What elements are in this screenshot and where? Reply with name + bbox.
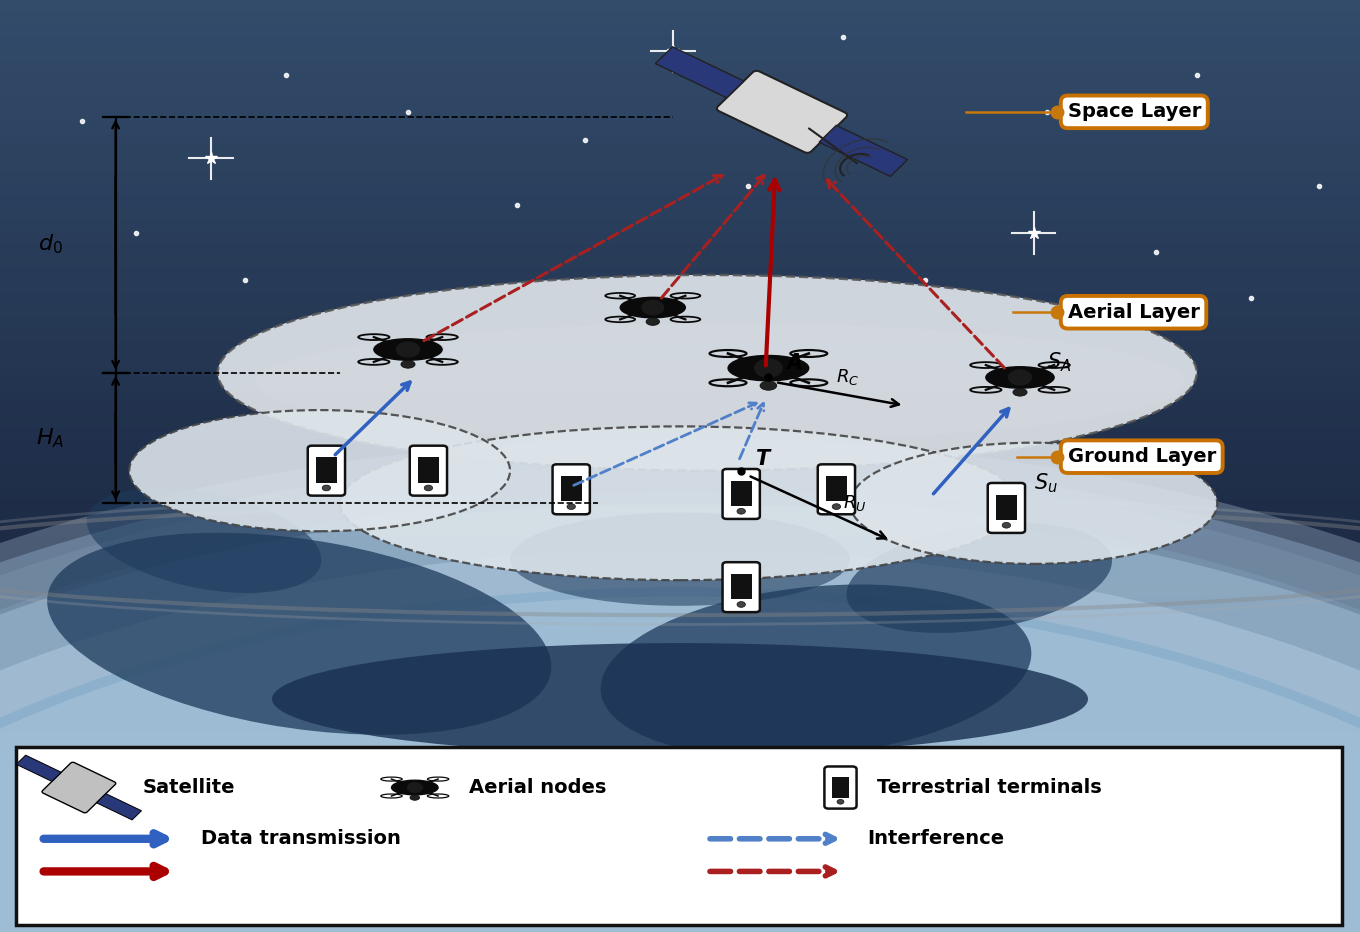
Bar <box>730 574 752 599</box>
Text: Ground Layer: Ground Layer <box>1068 447 1216 466</box>
Ellipse shape <box>129 410 510 531</box>
FancyBboxPatch shape <box>819 126 907 176</box>
Text: $\boldsymbol{R_C}$: $\boldsymbol{R_C}$ <box>836 367 860 387</box>
Ellipse shape <box>0 438 1360 932</box>
Text: $H_A$: $H_A$ <box>37 426 64 450</box>
Circle shape <box>407 782 423 793</box>
Circle shape <box>753 358 783 378</box>
Bar <box>316 458 337 483</box>
Circle shape <box>424 485 432 491</box>
Ellipse shape <box>0 457 1360 932</box>
Text: $\boldsymbol{A}$: $\boldsymbol{A}$ <box>785 353 802 373</box>
Bar <box>16 755 61 781</box>
Bar <box>560 476 582 501</box>
FancyBboxPatch shape <box>552 464 590 514</box>
Ellipse shape <box>846 523 1112 633</box>
Ellipse shape <box>0 503 1360 932</box>
Ellipse shape <box>340 427 1020 580</box>
Ellipse shape <box>272 643 1088 755</box>
Text: $\boldsymbol{T}$: $\boldsymbol{T}$ <box>755 449 772 469</box>
Ellipse shape <box>620 297 685 318</box>
Text: $\boldsymbol{S_u}$: $\boldsymbol{S_u}$ <box>1034 472 1058 495</box>
Bar <box>832 776 849 798</box>
Circle shape <box>1002 522 1010 528</box>
Ellipse shape <box>374 339 442 360</box>
FancyBboxPatch shape <box>722 469 760 519</box>
Bar <box>996 495 1017 520</box>
Text: Aerial Layer: Aerial Layer <box>1068 303 1200 322</box>
FancyBboxPatch shape <box>817 464 855 514</box>
FancyBboxPatch shape <box>307 445 345 496</box>
Text: Aerial nodes: Aerial nodes <box>469 778 607 797</box>
Ellipse shape <box>218 275 1197 471</box>
Ellipse shape <box>48 533 551 734</box>
Text: $\boldsymbol{R_U}$: $\boldsymbol{R_U}$ <box>843 493 866 513</box>
Ellipse shape <box>256 323 1186 441</box>
Text: Terrestrial terminals: Terrestrial terminals <box>877 778 1102 797</box>
Circle shape <box>567 503 575 510</box>
Ellipse shape <box>1013 389 1027 396</box>
Text: $\boldsymbol{S_A}$: $\boldsymbol{S_A}$ <box>1047 350 1072 374</box>
Ellipse shape <box>646 318 660 325</box>
FancyBboxPatch shape <box>409 445 447 496</box>
Text: Space Layer: Space Layer <box>1068 103 1201 121</box>
Bar <box>97 794 141 820</box>
FancyBboxPatch shape <box>16 747 1342 925</box>
Text: $d_0$: $d_0$ <box>38 233 63 256</box>
FancyBboxPatch shape <box>824 766 857 809</box>
Ellipse shape <box>0 494 1360 932</box>
Text: Interference: Interference <box>868 829 1005 848</box>
Ellipse shape <box>0 466 1360 932</box>
Circle shape <box>836 800 845 804</box>
Ellipse shape <box>760 381 777 391</box>
Ellipse shape <box>392 780 438 795</box>
Text: Data transmission: Data transmission <box>201 829 401 848</box>
Text: Satellite: Satellite <box>143 778 235 797</box>
FancyBboxPatch shape <box>42 762 116 813</box>
Circle shape <box>737 601 745 608</box>
Circle shape <box>1008 369 1032 386</box>
Circle shape <box>641 299 665 316</box>
Bar <box>826 476 847 501</box>
Bar <box>730 481 752 506</box>
Ellipse shape <box>87 488 321 593</box>
Ellipse shape <box>601 584 1031 758</box>
Ellipse shape <box>986 367 1054 388</box>
Circle shape <box>322 485 330 491</box>
Bar <box>418 458 439 483</box>
Circle shape <box>396 341 420 358</box>
FancyBboxPatch shape <box>722 562 760 612</box>
Ellipse shape <box>510 513 850 606</box>
Circle shape <box>737 508 745 514</box>
Ellipse shape <box>0 550 1360 932</box>
Circle shape <box>832 503 840 510</box>
Ellipse shape <box>0 587 1360 932</box>
Ellipse shape <box>409 795 420 801</box>
FancyBboxPatch shape <box>656 47 744 98</box>
FancyBboxPatch shape <box>987 483 1025 533</box>
Ellipse shape <box>850 443 1217 564</box>
Ellipse shape <box>401 361 415 368</box>
FancyBboxPatch shape <box>717 71 847 153</box>
Ellipse shape <box>0 596 1360 932</box>
Ellipse shape <box>728 355 809 381</box>
